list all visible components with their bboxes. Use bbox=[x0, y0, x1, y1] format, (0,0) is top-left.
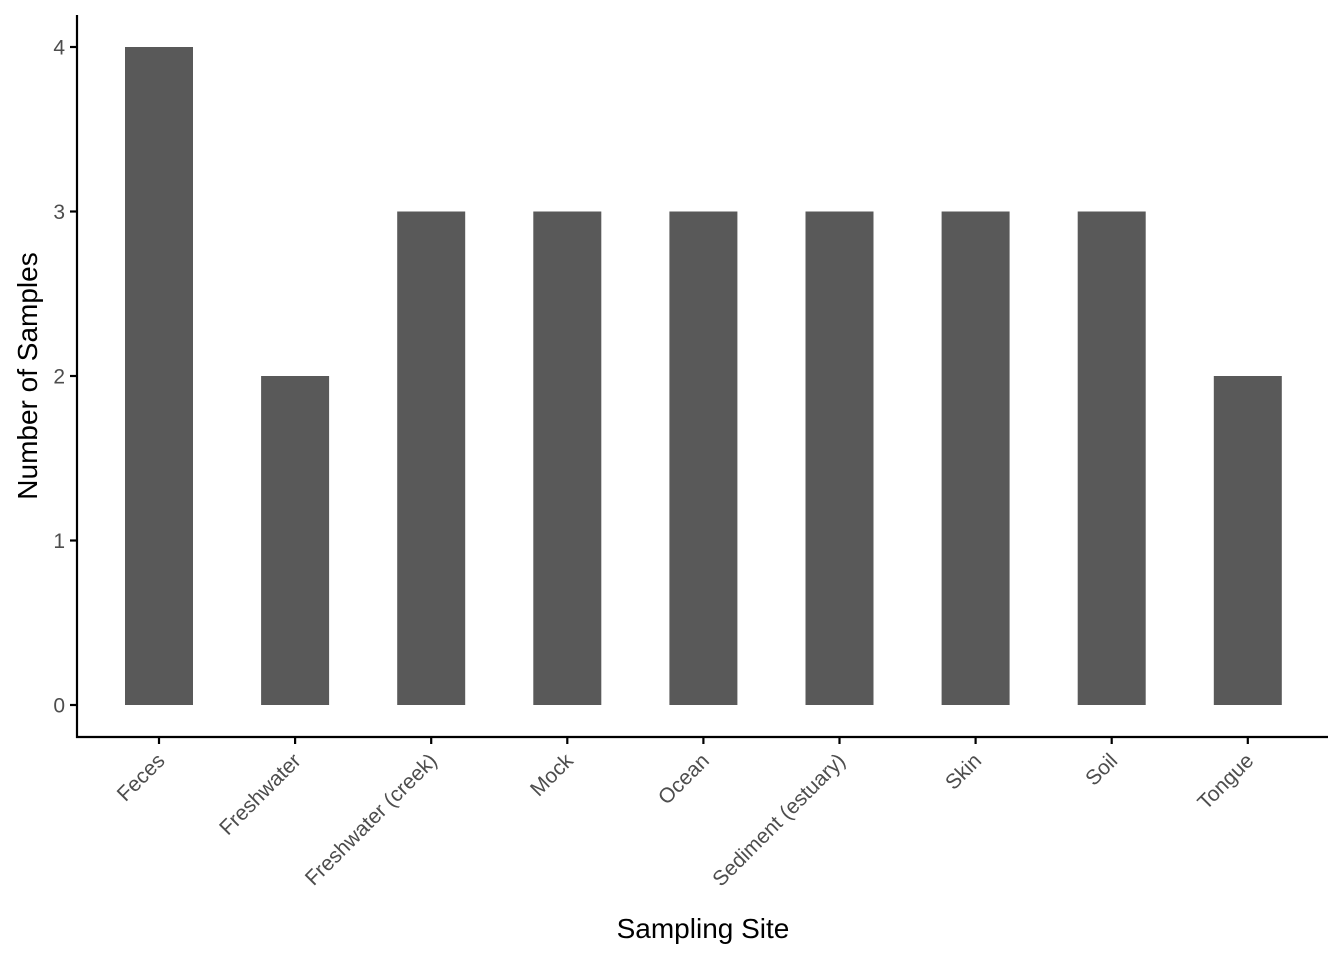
bar-ocean bbox=[669, 211, 738, 705]
x-tick-label: Ocean bbox=[654, 749, 714, 809]
y-tick-label: 4 bbox=[53, 37, 65, 60]
bar-soil bbox=[1077, 211, 1146, 705]
y-tick-label: 3 bbox=[53, 201, 65, 224]
x-tick-label: Feces bbox=[113, 749, 170, 806]
y-tick-label: 0 bbox=[53, 695, 65, 718]
x-tick-label: Freshwater bbox=[215, 749, 306, 840]
y-tick-label: 1 bbox=[53, 530, 65, 553]
x-tick-label: Tongue bbox=[1193, 749, 1258, 814]
x-tick-label: Sediment (estuary) bbox=[708, 749, 850, 891]
bar-mock bbox=[533, 211, 602, 705]
y-axis-ticks: 0 1 2 3 4 bbox=[53, 37, 77, 718]
bar-tongue bbox=[1213, 376, 1282, 705]
bars-group bbox=[125, 47, 1282, 705]
bar-feces bbox=[125, 47, 193, 705]
bar-freshwater bbox=[261, 376, 330, 705]
y-tick-label: 2 bbox=[53, 366, 65, 389]
bar-sediment-estuary bbox=[805, 211, 874, 705]
x-tick-label: Soil bbox=[1081, 749, 1122, 790]
x-tick-label: Mock bbox=[526, 749, 578, 801]
bar-freshwater-creek bbox=[397, 211, 466, 705]
x-tick-label: Freshwater (creek) bbox=[301, 749, 442, 890]
y-axis-title: Number of Samples bbox=[12, 252, 43, 499]
x-axis-title: Sampling Site bbox=[617, 913, 790, 944]
x-tick-label: Skin bbox=[941, 749, 986, 794]
bar-skin bbox=[941, 211, 1010, 705]
